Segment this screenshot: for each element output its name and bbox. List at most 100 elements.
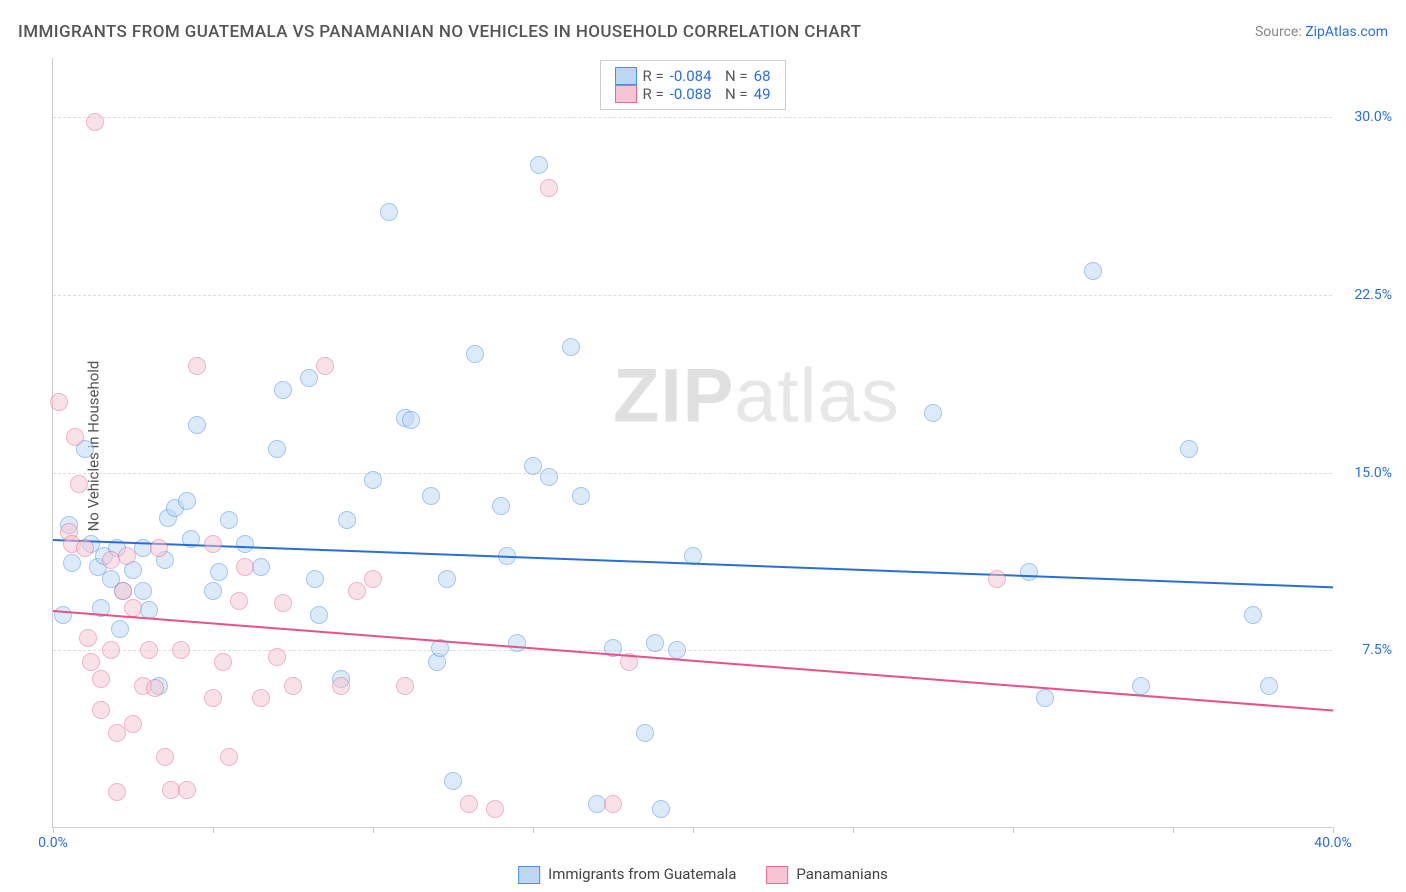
data-point xyxy=(572,487,590,505)
data-point xyxy=(486,800,504,818)
data-point xyxy=(111,620,129,638)
legend-swatch xyxy=(518,866,540,884)
data-point xyxy=(310,606,328,624)
data-point xyxy=(396,677,414,695)
data-point xyxy=(204,689,222,707)
data-point xyxy=(1132,677,1150,695)
legend-swatch xyxy=(766,866,788,884)
watermark: ZIPatlas xyxy=(613,353,900,440)
data-point xyxy=(364,570,382,588)
gridline-h xyxy=(53,473,1332,474)
x-tick-mark xyxy=(1173,827,1174,833)
stat-n-value: 49 xyxy=(754,85,771,103)
data-point xyxy=(124,715,142,733)
data-point xyxy=(188,416,206,434)
stat-r-value: -0.084 xyxy=(670,67,712,85)
source-label: Source: xyxy=(1255,24,1305,40)
data-point xyxy=(118,547,136,565)
data-point xyxy=(348,582,366,600)
watermark-rest: atlas xyxy=(734,354,900,439)
legend-series-item: Panamanians xyxy=(766,865,887,884)
data-point xyxy=(156,748,174,766)
data-point xyxy=(236,558,254,576)
data-point xyxy=(530,156,548,174)
y-tick-label: 15.0% xyxy=(1340,465,1392,481)
data-point xyxy=(668,641,686,659)
data-point xyxy=(140,641,158,659)
data-point xyxy=(492,497,510,515)
data-point xyxy=(332,677,350,695)
x-tick-mark xyxy=(1333,827,1334,833)
stat-r-label: R = xyxy=(642,67,663,85)
data-point xyxy=(204,582,222,600)
data-point xyxy=(422,487,440,505)
data-point xyxy=(102,641,120,659)
x-tick-mark xyxy=(1013,827,1014,833)
data-point xyxy=(50,393,68,411)
gridline-h xyxy=(53,295,1332,296)
x-tick-mark xyxy=(693,827,694,833)
data-point xyxy=(636,724,654,742)
data-point xyxy=(508,634,526,652)
source-link[interactable]: ZipAtlas.com xyxy=(1305,24,1388,40)
data-point xyxy=(524,457,542,475)
data-point xyxy=(146,679,164,697)
x-tick-mark xyxy=(213,827,214,833)
legend-series-item: Immigrants from Guatemala xyxy=(518,865,736,884)
data-point xyxy=(114,582,132,600)
data-point xyxy=(380,203,398,221)
data-point xyxy=(252,689,270,707)
trend-line xyxy=(53,610,1333,712)
data-point xyxy=(86,113,104,131)
y-tick-label: 30.0% xyxy=(1340,109,1392,125)
legend-stat-row: R = -0.088 N = 49 xyxy=(614,85,770,103)
x-tick-mark xyxy=(373,827,374,833)
data-point xyxy=(1084,262,1102,280)
x-tick-mark xyxy=(533,827,534,833)
data-point xyxy=(210,563,228,581)
data-point xyxy=(364,471,382,489)
x-tick-mark xyxy=(853,827,854,833)
data-point xyxy=(338,511,356,529)
data-point xyxy=(274,594,292,612)
data-point xyxy=(220,511,238,529)
stat-n-value: 68 xyxy=(754,67,771,85)
data-point xyxy=(466,345,484,363)
data-point xyxy=(63,554,81,572)
data-point xyxy=(108,783,126,801)
data-point xyxy=(274,381,292,399)
y-tick-label: 22.5% xyxy=(1340,287,1392,303)
legend-series-label: Panamanians xyxy=(796,865,887,883)
stat-n-label: N = xyxy=(718,67,748,85)
data-point xyxy=(70,475,88,493)
stat-r-label: R = xyxy=(642,85,663,103)
data-point xyxy=(924,404,942,422)
data-point xyxy=(1036,689,1054,707)
data-point xyxy=(214,653,232,671)
data-point xyxy=(316,357,334,375)
source-attribution: Source: ZipAtlas.com xyxy=(1255,24,1388,40)
data-point xyxy=(306,570,324,588)
data-point xyxy=(268,648,286,666)
data-point xyxy=(646,634,664,652)
data-point xyxy=(220,748,238,766)
watermark-bold: ZIP xyxy=(613,354,734,439)
data-point xyxy=(284,677,302,695)
data-point xyxy=(108,724,126,742)
x-tick-mark xyxy=(53,827,54,833)
gridline-h xyxy=(53,650,1332,651)
data-point xyxy=(540,179,558,197)
data-point xyxy=(66,428,84,446)
data-point xyxy=(178,781,196,799)
data-point xyxy=(1260,677,1278,695)
y-tick-label: 7.5% xyxy=(1340,642,1392,658)
data-point xyxy=(236,535,254,553)
legend-swatch xyxy=(614,85,636,103)
legend-series-label: Immigrants from Guatemala xyxy=(548,865,736,883)
data-point xyxy=(124,599,142,617)
stat-r-value: -0.088 xyxy=(670,85,712,103)
data-point xyxy=(92,701,110,719)
data-point xyxy=(652,800,670,818)
data-point xyxy=(134,582,152,600)
legend-swatch xyxy=(614,67,636,85)
